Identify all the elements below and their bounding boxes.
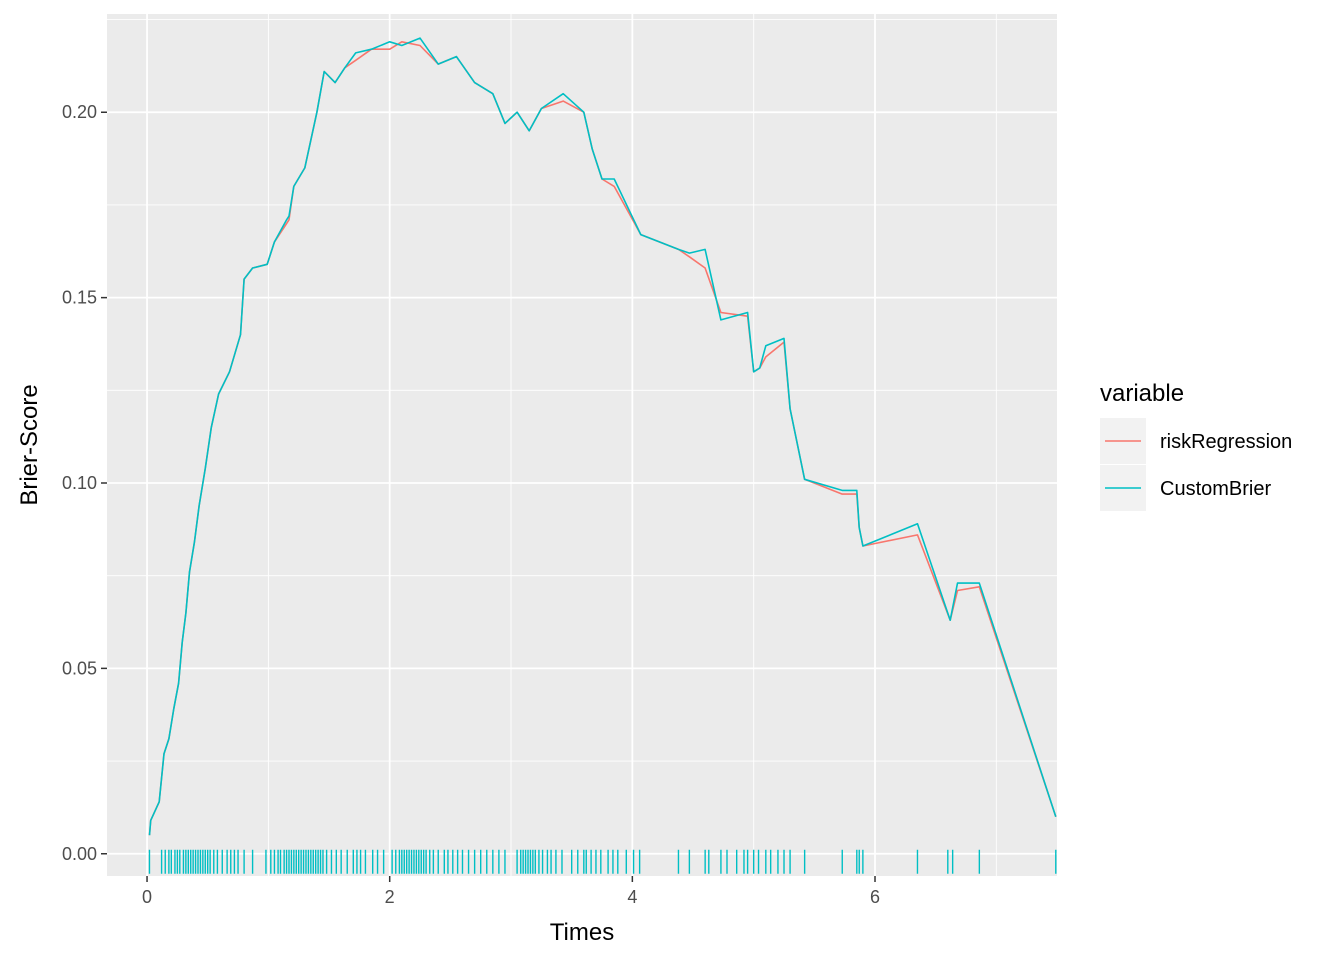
y-tick-label: 0.20 — [62, 102, 97, 122]
y-tick-label: 0.00 — [62, 844, 97, 864]
legend-label-riskRegression: riskRegression — [1160, 431, 1292, 453]
x-tick-label: 4 — [627, 887, 637, 907]
legend: variable riskRegression CustomBrier — [1100, 380, 1292, 511]
series-lines — [148, 37, 1057, 836]
x-tick-label: 2 — [385, 887, 395, 907]
major-gridlines — [107, 14, 1057, 876]
legend-label-CustomBrier: CustomBrier — [1160, 478, 1271, 500]
x-axis-ticks: 0 2 4 6 — [142, 876, 880, 907]
y-tick-label: 0.10 — [62, 473, 97, 493]
x-tick-label: 6 — [870, 887, 880, 907]
rug-marks — [148, 849, 1057, 874]
y-tick-label: 0.05 — [62, 658, 97, 678]
y-axis-ticks: 0.00 0.05 0.10 0.15 0.20 — [62, 102, 107, 864]
y-tick-label: 0.15 — [62, 288, 97, 308]
x-tick-label: 0 — [142, 887, 152, 907]
x-axis-title: Times — [550, 919, 614, 946]
series-line-CustomBrier — [148, 37, 1057, 836]
y-axis-title: Brier-Score — [16, 384, 43, 505]
legend-title: variable — [1100, 380, 1184, 407]
minor-gridlines — [107, 14, 1057, 876]
plot-panel — [107, 14, 1057, 876]
